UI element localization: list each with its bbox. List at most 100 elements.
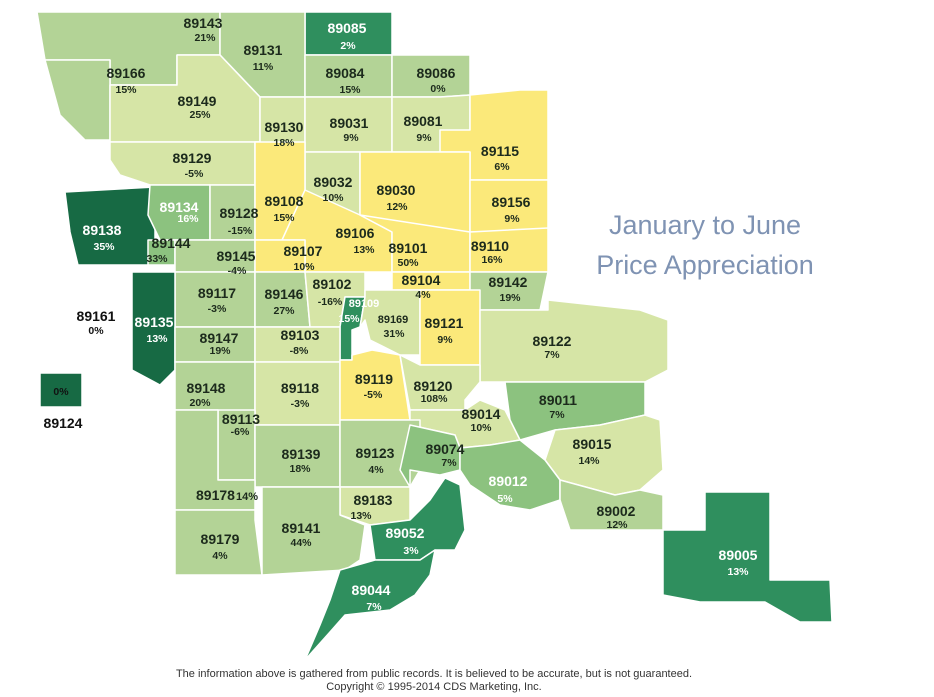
zip-pct-89044: 7% (366, 601, 382, 613)
zip-label-89146: 89146 (265, 286, 304, 302)
zip-label-89156: 89156 (492, 194, 531, 210)
zip-pct-89014: 10% (470, 422, 492, 434)
zip-label-89104: 89104 (402, 272, 441, 288)
zip-region-89138 (64, 186, 156, 266)
zip-label-89108: 89108 (265, 193, 304, 209)
zip-label-89130: 89130 (265, 119, 304, 135)
zip-region-89135 (131, 271, 176, 386)
zip-region-89124 (39, 372, 83, 408)
zip-region-89122 (479, 299, 669, 383)
zip-region-89044 (304, 549, 436, 661)
zip-pct-89108: 15% (273, 212, 295, 224)
zip-pct-89161: 0% (88, 325, 104, 337)
zip-label-89032: 89032 (314, 174, 353, 190)
zip-label-89081: 89081 (404, 113, 443, 129)
zip-label-89141: 89141 (282, 520, 321, 536)
zip-label-89179: 89179 (201, 531, 240, 547)
zip-label-89106: 89106 (336, 225, 375, 241)
zip-pct-89104: 4% (415, 289, 431, 301)
zip-pct-89086: 0% (430, 83, 446, 95)
zip-label-89145: 89145 (217, 248, 256, 264)
zip-label-89074: 89074 (426, 441, 465, 457)
zip-pct-89166: 15% (115, 84, 137, 96)
zip-label-89148: 89148 (187, 380, 226, 396)
zip-label-89014: 89014 (462, 406, 501, 422)
zip-label-89169: 89169 (378, 314, 409, 326)
zip-label-89031: 89031 (330, 115, 369, 131)
zip-pct-89169: 31% (383, 328, 405, 340)
map-title-line-1: January to June (608, 210, 802, 240)
zip-pct-89183: 13% (350, 510, 372, 522)
zip-pct-89084: 15% (339, 84, 361, 96)
zip-label-89122: 89122 (533, 333, 572, 349)
zip-label-89119: 89119 (355, 371, 393, 387)
zip-pct-89120: 108% (421, 393, 449, 405)
zip-label-89086: 89086 (417, 65, 456, 81)
zip-pct-89135: 13% (146, 333, 168, 345)
zip-label-89113: 89113 (222, 411, 260, 427)
zip-pct-89005: 13% (727, 566, 749, 578)
zip-pct-89103: -8% (290, 345, 309, 357)
zip-pct-89106: 13% (353, 244, 375, 256)
zip-region-89141 (261, 486, 366, 576)
zip-region-89166 (44, 59, 111, 141)
zip-pct-89110: 16% (481, 254, 503, 266)
zip-label-89147: 89147 (200, 330, 239, 346)
zip-label-89135: 89135 (135, 314, 174, 330)
zip-label-89044: 89044 (352, 582, 391, 598)
zip-pct-89148: 20% (189, 397, 211, 409)
zip-pct-89131: 11% (253, 61, 274, 73)
zip-pct-89030: 12% (386, 201, 408, 213)
zip-label-89138: 89138 (83, 222, 122, 238)
zip-pct-89115: 6% (494, 161, 510, 173)
zip-pct-89074: 7% (441, 457, 457, 469)
zip-pct-89179: 4% (212, 550, 228, 562)
zip-label-89166: 89166 (107, 65, 146, 81)
zip-pct-89107: 10% (293, 261, 315, 273)
zip-pct-89117: -3% (208, 303, 227, 315)
zip-pct-89121: 9% (437, 334, 453, 346)
zip-label-89101: 89101 (389, 240, 428, 256)
zip-pct-89129: -5% (185, 168, 204, 180)
zip-label-89129: 89129 (173, 150, 212, 166)
zip-label-89115: 89115 (481, 143, 519, 159)
zip-label-89110: 89110 (471, 238, 509, 254)
zip-label-89142: 89142 (489, 274, 528, 290)
zip-pct-89124: 0% (53, 386, 69, 398)
zip-pct-89134: 16% (177, 213, 199, 225)
zip-pct-89128: -15% (228, 225, 253, 237)
zip-pct-89138: 35% (93, 241, 115, 253)
zip-pct-89156: 9% (504, 213, 520, 225)
zip-pct-89109: 15% (338, 313, 360, 325)
zip-label-89052: 89052 (386, 525, 425, 541)
zip-pct-89052: 3% (403, 545, 419, 557)
zip-label-89118: 89118 (281, 380, 319, 396)
zip-pct-89130: 18% (273, 137, 295, 149)
zip-label-89117: 89117 (198, 285, 236, 301)
zip-pct-89002: 12% (606, 519, 628, 531)
zip-label-89178: 8917814% (196, 487, 258, 503)
zip-pct-89113: -6% (231, 426, 250, 438)
zip-pct-89139: 18% (289, 463, 311, 475)
zip-label-89015: 89015 (573, 436, 612, 452)
zip-pct-89032: 10% (322, 192, 344, 204)
zip-label-89120: 89120 (414, 378, 453, 394)
zip-label-89011: 89011 (539, 392, 577, 408)
zip-pct-89118: -3% (291, 398, 310, 410)
zip-region-89074 (399, 424, 461, 488)
zip-label-89143: 89143 (184, 15, 223, 31)
map-title: January to June Price Appreciation (560, 205, 850, 285)
zip-pct-89141: 44% (290, 537, 312, 549)
zip-label-89005: 89005 (719, 547, 758, 563)
zip-region-89002 (559, 479, 664, 531)
zip-label-89103: 89103 (281, 327, 320, 343)
map-title-line-2: Price Appreciation (596, 250, 814, 280)
zip-label-89183: 89183 (354, 492, 393, 508)
zip-pct-89081: 9% (416, 132, 432, 144)
zip-pct-89123: 4% (368, 464, 384, 476)
zip-pct-89178: 14% (236, 491, 258, 503)
zip-pct-89015: 14% (578, 455, 600, 467)
zip-label-89107: 89107 (284, 243, 323, 259)
zip-pct-89149: 25% (189, 109, 211, 121)
